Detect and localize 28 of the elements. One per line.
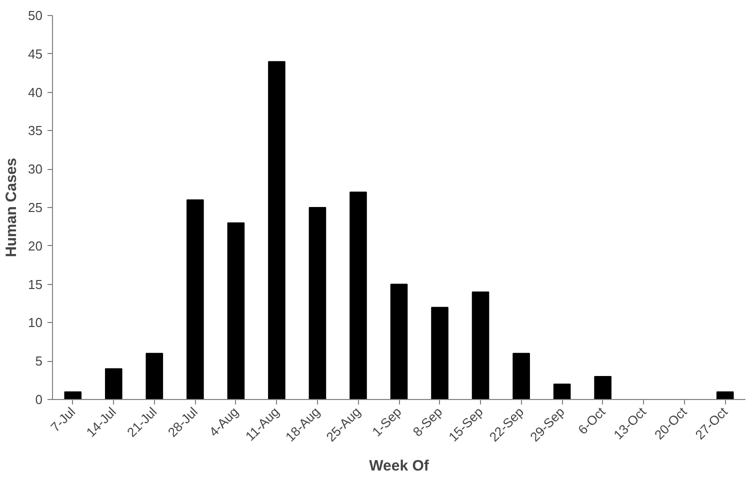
bar [186,199,204,400]
y-tick-label: 45 [28,46,43,62]
bar [268,61,286,400]
y-tick-label: 5 [35,354,43,369]
bar [716,391,734,400]
y-tick-label: 15 [28,276,43,292]
bar [431,306,448,400]
y-axis-title: Human Cases [3,158,20,258]
bar [472,291,490,400]
y-tick-label: 0 [35,392,43,407]
bar [146,352,164,400]
y-tick-label: 40 [28,84,43,100]
y-tick-label: 35 [28,123,43,138]
y-tick-label: 25 [28,200,43,215]
y-tick-label: 30 [28,162,43,177]
y-tick-label: 20 [28,238,43,254]
bar [104,368,122,400]
x-axis-title: Week Of [369,458,430,475]
bar [227,222,245,400]
bar [512,352,530,400]
bar [350,192,367,400]
bar [308,207,326,400]
bar [553,384,571,400]
y-tick-label: 50 [28,8,43,23]
bar [594,376,612,400]
bar [390,284,408,400]
bar [64,391,82,400]
y-tick-label: 10 [28,315,43,330]
